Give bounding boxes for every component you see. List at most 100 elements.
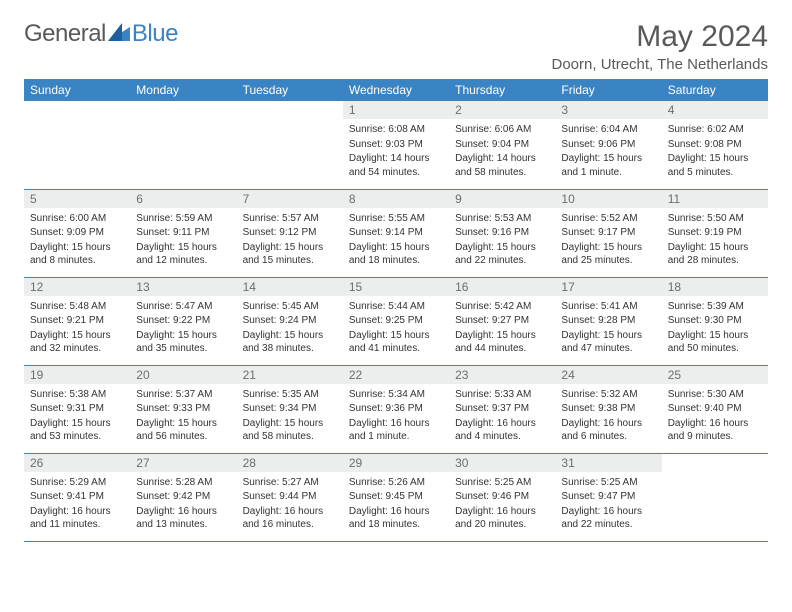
day-content: Sunrise: 5:32 AMSunset: 9:38 PMDaylight:… [555,384,661,447]
daylight-line: Daylight: 15 hours and 28 minutes. [668,241,762,268]
day-content: Sunrise: 5:50 AMSunset: 9:19 PMDaylight:… [662,208,768,271]
daylight-line: Daylight: 15 hours and 1 minute. [561,152,655,179]
day-content: Sunrise: 5:44 AMSunset: 9:25 PMDaylight:… [343,296,449,359]
calendar-cell: 13Sunrise: 5:47 AMSunset: 9:22 PMDayligh… [130,277,236,365]
daylight-line: Daylight: 16 hours and 6 minutes. [561,417,655,444]
day-content: Sunrise: 6:02 AMSunset: 9:08 PMDaylight:… [662,119,768,182]
day-content: Sunrise: 6:04 AMSunset: 9:06 PMDaylight:… [555,119,661,182]
calendar-cell: 12Sunrise: 5:48 AMSunset: 9:21 PMDayligh… [24,277,130,365]
sunset-line: Sunset: 9:03 PM [349,138,443,152]
day-number: 11 [662,190,768,208]
calendar-cell: 31Sunrise: 5:25 AMSunset: 9:47 PMDayligh… [555,453,661,541]
calendar-cell: 29Sunrise: 5:26 AMSunset: 9:45 PMDayligh… [343,453,449,541]
daylight-line: Daylight: 15 hours and 35 minutes. [136,329,230,356]
sunset-line: Sunset: 9:38 PM [561,402,655,416]
title-block: May 2024 Doorn, Utrecht, The Netherlands [552,20,769,73]
calendar-cell: 30Sunrise: 5:25 AMSunset: 9:46 PMDayligh… [449,453,555,541]
calendar-table: SundayMondayTuesdayWednesdayThursdayFrid… [24,79,768,542]
calendar-cell: 22Sunrise: 5:34 AMSunset: 9:36 PMDayligh… [343,365,449,453]
sunrise-line: Sunrise: 5:35 AM [243,388,337,402]
calendar-cell: 21Sunrise: 5:35 AMSunset: 9:34 PMDayligh… [237,365,343,453]
logo-text-blue: Blue [132,20,178,48]
sunrise-line: Sunrise: 5:26 AM [349,476,443,490]
day-number: 18 [662,278,768,296]
day-content: Sunrise: 5:29 AMSunset: 9:41 PMDaylight:… [24,472,130,535]
sunset-line: Sunset: 9:40 PM [668,402,762,416]
day-number: 4 [662,101,768,119]
daylight-line: Daylight: 15 hours and 38 minutes. [243,329,337,356]
sunrise-line: Sunrise: 5:30 AM [668,388,762,402]
day-content: Sunrise: 6:00 AMSunset: 9:09 PMDaylight:… [24,208,130,271]
day-number: 19 [24,366,130,384]
weekday-header-row: SundayMondayTuesdayWednesdayThursdayFrid… [24,79,768,101]
day-content: Sunrise: 5:45 AMSunset: 9:24 PMDaylight:… [237,296,343,359]
sunrise-line: Sunrise: 5:52 AM [561,212,655,226]
day-number: 16 [449,278,555,296]
sunrise-line: Sunrise: 5:44 AM [349,300,443,314]
sunrise-line: Sunrise: 5:57 AM [243,212,337,226]
sunrise-line: Sunrise: 5:47 AM [136,300,230,314]
daylight-line: Daylight: 15 hours and 12 minutes. [136,241,230,268]
daylight-line: Daylight: 15 hours and 5 minutes. [668,152,762,179]
weekday-header: Tuesday [237,79,343,101]
calendar-row: 26Sunrise: 5:29 AMSunset: 9:41 PMDayligh… [24,453,768,541]
calendar-cell: 9Sunrise: 5:53 AMSunset: 9:16 PMDaylight… [449,189,555,277]
day-content: Sunrise: 5:55 AMSunset: 9:14 PMDaylight:… [343,208,449,271]
calendar-row: 5Sunrise: 6:00 AMSunset: 9:09 PMDaylight… [24,189,768,277]
daylight-line: Daylight: 16 hours and 9 minutes. [668,417,762,444]
daylight-line: Daylight: 16 hours and 18 minutes. [349,505,443,532]
day-content: Sunrise: 5:48 AMSunset: 9:21 PMDaylight:… [24,296,130,359]
day-number: 1 [343,101,449,119]
day-number: 23 [449,366,555,384]
day-number: 10 [555,190,661,208]
day-content: Sunrise: 6:06 AMSunset: 9:04 PMDaylight:… [449,119,555,182]
sunset-line: Sunset: 9:42 PM [136,490,230,504]
sunset-line: Sunset: 9:11 PM [136,226,230,240]
sunrise-line: Sunrise: 5:41 AM [561,300,655,314]
sunrise-line: Sunrise: 5:32 AM [561,388,655,402]
weekday-header: Wednesday [343,79,449,101]
weekday-header: Thursday [449,79,555,101]
calendar-cell: 4Sunrise: 6:02 AMSunset: 9:08 PMDaylight… [662,101,768,189]
calendar-cell: 20Sunrise: 5:37 AMSunset: 9:33 PMDayligh… [130,365,236,453]
sunset-line: Sunset: 9:16 PM [455,226,549,240]
calendar-cell: 11Sunrise: 5:50 AMSunset: 9:19 PMDayligh… [662,189,768,277]
daylight-line: Daylight: 15 hours and 32 minutes. [30,329,124,356]
sunset-line: Sunset: 9:19 PM [668,226,762,240]
calendar-cell [24,101,130,189]
daylight-line: Daylight: 15 hours and 56 minutes. [136,417,230,444]
calendar-cell [237,101,343,189]
day-number: 30 [449,454,555,472]
sunset-line: Sunset: 9:46 PM [455,490,549,504]
sunset-line: Sunset: 9:28 PM [561,314,655,328]
day-content: Sunrise: 5:33 AMSunset: 9:37 PMDaylight:… [449,384,555,447]
calendar-cell: 2Sunrise: 6:06 AMSunset: 9:04 PMDaylight… [449,101,555,189]
day-content: Sunrise: 5:28 AMSunset: 9:42 PMDaylight:… [130,472,236,535]
sunrise-line: Sunrise: 5:25 AM [561,476,655,490]
day-number: 31 [555,454,661,472]
day-content: Sunrise: 5:30 AMSunset: 9:40 PMDaylight:… [662,384,768,447]
day-number: 15 [343,278,449,296]
logo-mark-icon [108,20,130,48]
sunset-line: Sunset: 9:45 PM [349,490,443,504]
sunset-line: Sunset: 9:21 PM [30,314,124,328]
sunset-line: Sunset: 9:22 PM [136,314,230,328]
calendar-cell: 23Sunrise: 5:33 AMSunset: 9:37 PMDayligh… [449,365,555,453]
calendar-cell: 10Sunrise: 5:52 AMSunset: 9:17 PMDayligh… [555,189,661,277]
day-content: Sunrise: 5:37 AMSunset: 9:33 PMDaylight:… [130,384,236,447]
daylight-line: Daylight: 15 hours and 41 minutes. [349,329,443,356]
sunset-line: Sunset: 9:25 PM [349,314,443,328]
calendar-cell: 28Sunrise: 5:27 AMSunset: 9:44 PMDayligh… [237,453,343,541]
sunrise-line: Sunrise: 5:55 AM [349,212,443,226]
day-content: Sunrise: 5:35 AMSunset: 9:34 PMDaylight:… [237,384,343,447]
daylight-line: Daylight: 15 hours and 8 minutes. [30,241,124,268]
daylight-line: Daylight: 15 hours and 22 minutes. [455,241,549,268]
sunset-line: Sunset: 9:06 PM [561,138,655,152]
sunrise-line: Sunrise: 5:59 AM [136,212,230,226]
sunset-line: Sunset: 9:09 PM [30,226,124,240]
sunset-line: Sunset: 9:04 PM [455,138,549,152]
day-content: Sunrise: 5:41 AMSunset: 9:28 PMDaylight:… [555,296,661,359]
calendar-cell: 24Sunrise: 5:32 AMSunset: 9:38 PMDayligh… [555,365,661,453]
day-content: Sunrise: 5:42 AMSunset: 9:27 PMDaylight:… [449,296,555,359]
calendar-cell: 8Sunrise: 5:55 AMSunset: 9:14 PMDaylight… [343,189,449,277]
